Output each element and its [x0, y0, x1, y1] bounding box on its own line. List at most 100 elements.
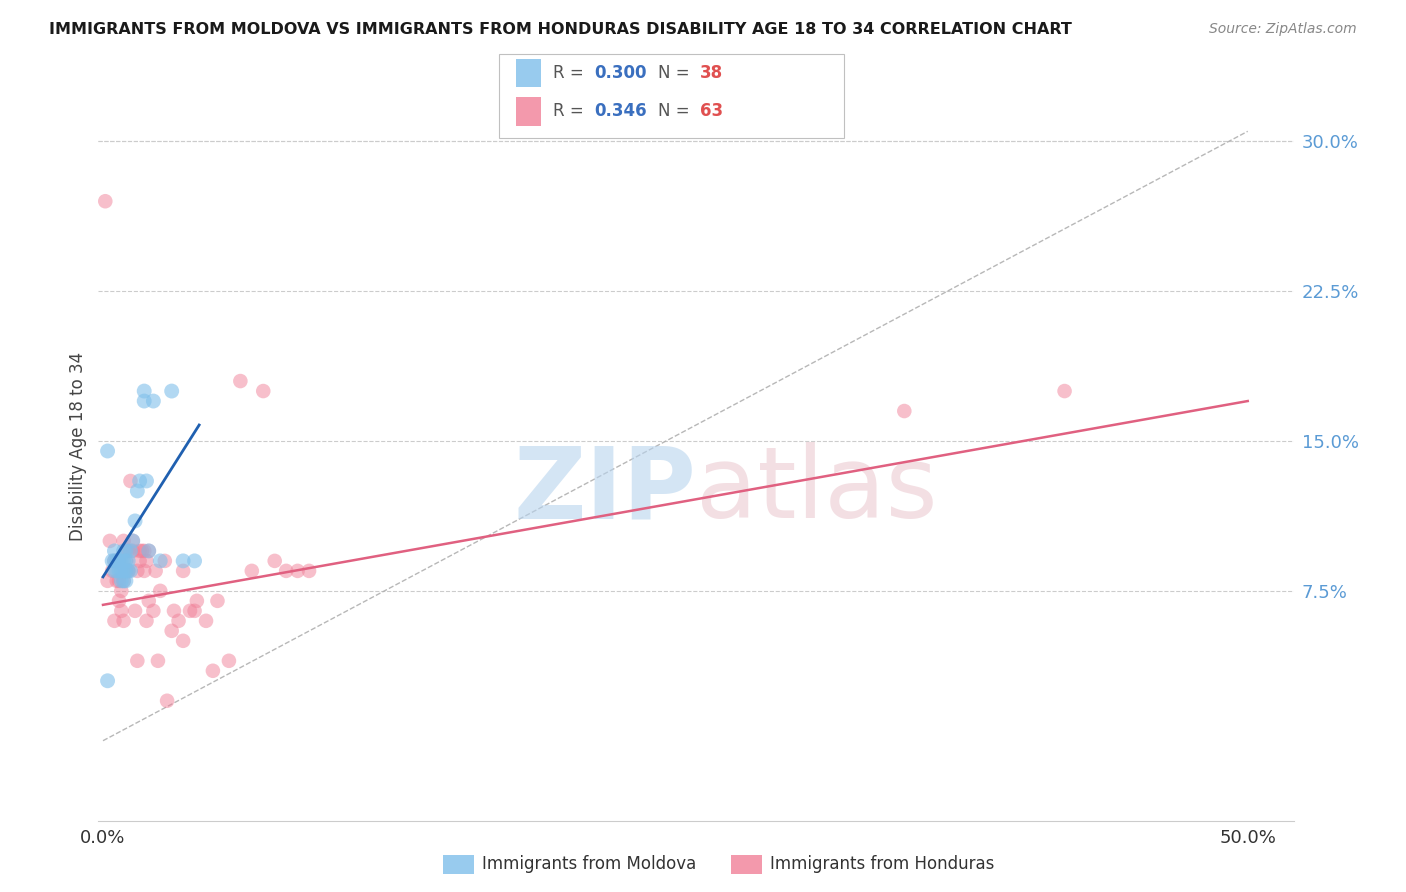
Text: Source: ZipAtlas.com: Source: ZipAtlas.com: [1209, 22, 1357, 37]
Point: [108, 564, 131, 578]
Point: [149, 583, 172, 598]
Point: [103, 554, 125, 568]
Point: [108, 574, 131, 588]
Point: [117, 564, 139, 578]
Point: [112, 574, 135, 588]
Point: [134, 564, 156, 578]
Point: [138, 544, 160, 558]
Point: [124, 604, 146, 618]
Point: [103, 554, 125, 568]
Point: [124, 514, 146, 528]
Point: [115, 554, 138, 568]
Point: [103, 564, 125, 578]
Point: [112, 554, 135, 568]
Point: [160, 384, 183, 398]
Point: [186, 594, 208, 608]
Point: [146, 654, 169, 668]
Point: [172, 554, 194, 568]
Point: [110, 554, 132, 568]
Point: [121, 544, 143, 558]
Point: [156, 694, 179, 708]
Point: [110, 574, 132, 588]
Point: [127, 483, 149, 498]
Point: [229, 374, 252, 388]
Point: [94, 194, 117, 209]
Point: [218, 654, 240, 668]
Point: [105, 574, 128, 588]
Point: [121, 533, 143, 548]
Text: Immigrants from Moldova: Immigrants from Moldova: [482, 855, 696, 873]
Point: [115, 544, 138, 558]
Point: [201, 664, 224, 678]
Point: [117, 564, 139, 578]
Point: [108, 554, 131, 568]
Point: [105, 564, 128, 578]
Point: [183, 554, 205, 568]
Point: [97, 574, 120, 588]
Point: [112, 564, 135, 578]
Point: [172, 633, 194, 648]
Point: [142, 394, 165, 409]
Text: 0.300: 0.300: [595, 64, 647, 82]
Point: [115, 554, 138, 568]
Point: [105, 554, 128, 568]
Point: [207, 594, 229, 608]
Text: 63: 63: [700, 103, 723, 120]
Point: [179, 604, 201, 618]
Point: [135, 554, 157, 568]
Point: [105, 554, 128, 568]
Point: [103, 544, 125, 558]
Point: [120, 564, 142, 578]
Text: ZIP: ZIP: [513, 442, 696, 540]
Point: [134, 544, 156, 558]
Point: [135, 614, 157, 628]
Text: 0.346: 0.346: [595, 103, 647, 120]
Point: [110, 583, 132, 598]
Point: [115, 574, 138, 588]
Text: 38: 38: [700, 64, 723, 82]
Point: [120, 474, 142, 488]
Text: Immigrants from Honduras: Immigrants from Honduras: [770, 855, 995, 873]
Point: [287, 564, 309, 578]
Point: [101, 554, 124, 568]
Point: [1053, 384, 1076, 398]
Point: [108, 594, 131, 608]
Point: [160, 624, 183, 638]
Text: R =: R =: [553, 64, 589, 82]
Point: [183, 604, 205, 618]
Point: [117, 554, 139, 568]
Point: [240, 564, 263, 578]
Point: [263, 554, 285, 568]
Point: [101, 564, 124, 578]
Y-axis label: Disability Age 18 to 34: Disability Age 18 to 34: [69, 351, 87, 541]
Point: [138, 544, 160, 558]
Point: [112, 544, 135, 558]
Point: [115, 564, 138, 578]
Point: [115, 564, 138, 578]
Point: [131, 544, 153, 558]
Point: [112, 614, 135, 628]
Point: [117, 544, 139, 558]
Point: [120, 544, 142, 558]
Point: [108, 554, 131, 568]
Point: [127, 564, 149, 578]
Point: [138, 594, 160, 608]
Point: [134, 394, 156, 409]
Point: [167, 614, 190, 628]
Text: R =: R =: [553, 103, 589, 120]
Point: [121, 533, 143, 548]
Point: [112, 574, 135, 588]
Point: [163, 604, 186, 618]
Point: [153, 554, 176, 568]
Text: atlas: atlas: [696, 442, 938, 540]
Point: [128, 474, 150, 488]
Text: IMMIGRANTS FROM MOLDOVA VS IMMIGRANTS FROM HONDURAS DISABILITY AGE 18 TO 34 CORR: IMMIGRANTS FROM MOLDOVA VS IMMIGRANTS FR…: [49, 22, 1073, 37]
Text: N =: N =: [658, 64, 695, 82]
Point: [127, 654, 149, 668]
Point: [172, 564, 194, 578]
Point: [97, 673, 120, 688]
Point: [112, 533, 135, 548]
Point: [103, 614, 125, 628]
Point: [135, 474, 157, 488]
Point: [893, 404, 915, 418]
